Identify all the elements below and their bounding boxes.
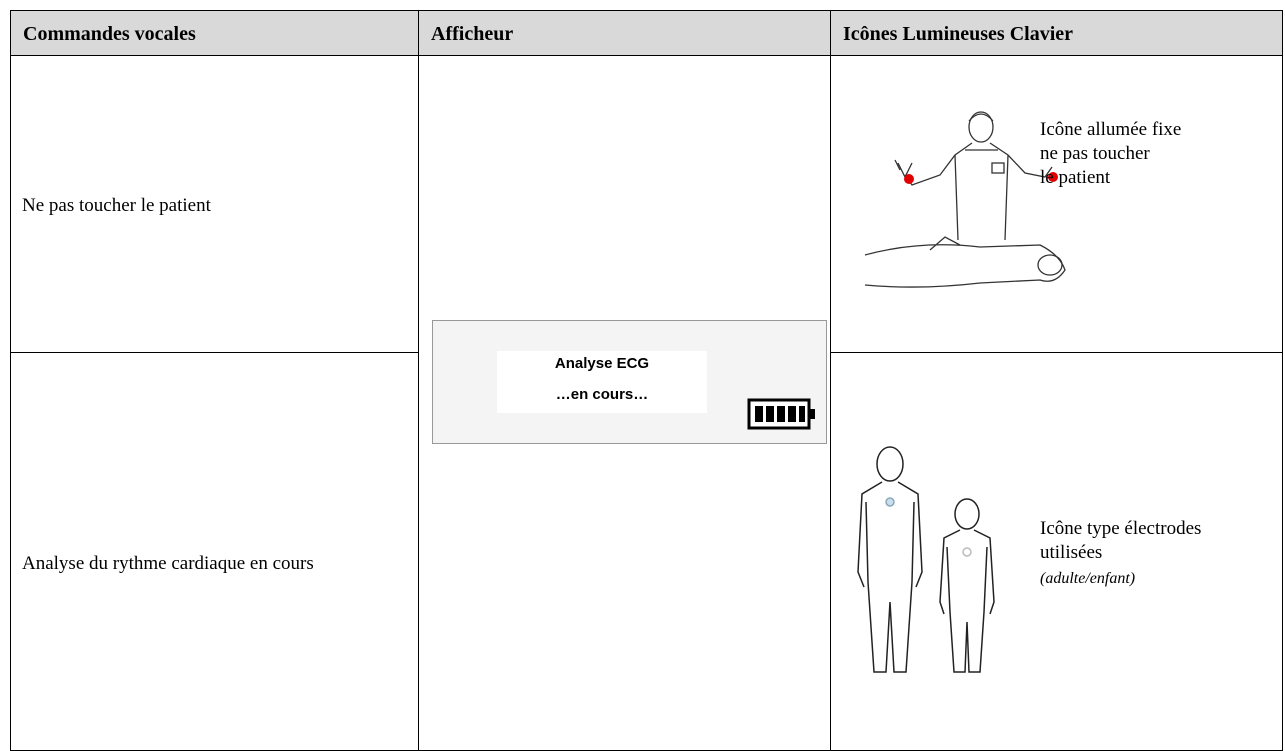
- header-cell: Icônes Lumineuses Clavier: [830, 10, 1283, 56]
- voice-command: Ne pas toucher le patient: [22, 195, 211, 216]
- header-cell: Commandes vocales: [10, 10, 419, 56]
- display-line: Analyse ECG: [554, 355, 650, 372]
- icon-text: utilisées: [1040, 542, 1103, 563]
- voice-command: Analyse du rythme cardiaque en cours: [22, 553, 314, 574]
- icon-text: le patient: [1040, 167, 1111, 188]
- battery-icon: [747, 398, 815, 430]
- icon-text: ne pas toucher: [1040, 143, 1150, 164]
- display-area: [497, 351, 707, 413]
- icon-text: Icône type électrodes: [1040, 518, 1202, 539]
- electrode-illustration: [857, 446, 995, 673]
- no-touch-illustration: [864, 111, 1066, 288]
- display-line: …en cours…: [555, 386, 649, 403]
- icon-text: (adulte/enfant): [1040, 570, 1136, 587]
- icon-text: Icône allumée fixe: [1040, 119, 1182, 140]
- display-screen: Analyse ECG …en cours…: [432, 320, 827, 444]
- header-cell: Afficheur: [418, 10, 831, 56]
